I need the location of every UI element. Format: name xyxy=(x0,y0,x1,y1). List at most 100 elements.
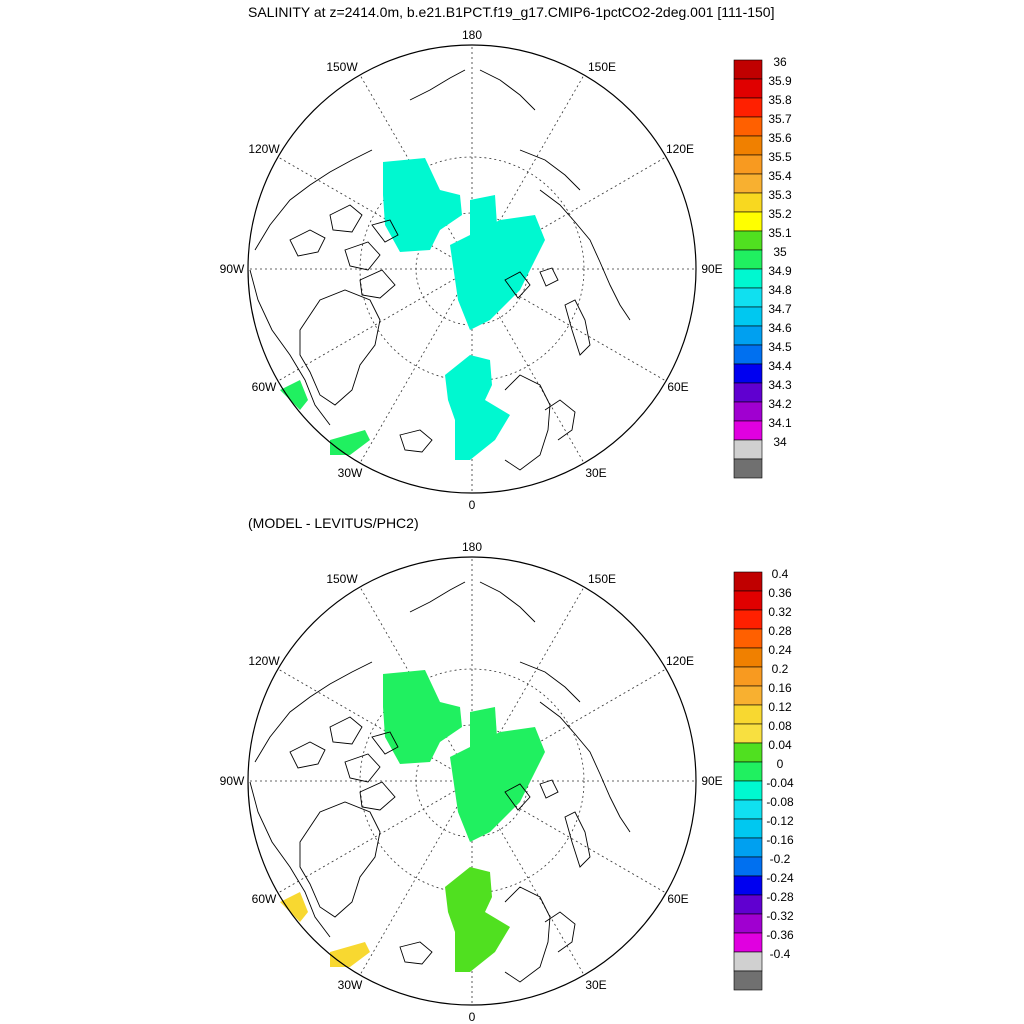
colorbar-tick-label: 35.2 xyxy=(768,207,792,221)
colorbar-swatch xyxy=(733,363,763,384)
coastline xyxy=(329,204,363,233)
colorbar-swatch xyxy=(733,382,763,403)
colorbar-tick-label: -0.4 xyxy=(770,947,791,961)
colorbar-swatch xyxy=(733,249,763,270)
coastline xyxy=(371,219,399,243)
colorbar-swatch xyxy=(733,230,763,251)
coastline xyxy=(504,783,531,811)
coastline xyxy=(249,781,331,938)
longitude-label: 180 xyxy=(462,28,482,42)
colorbar-tick-label: 34.5 xyxy=(768,340,792,354)
coastline xyxy=(254,661,373,763)
colorbar-swatch xyxy=(733,173,763,194)
meridian-line xyxy=(471,668,667,782)
coastline xyxy=(359,269,396,299)
colorbar-tick-label: 0.04 xyxy=(768,738,792,752)
coastline xyxy=(289,741,326,769)
coastline xyxy=(519,661,581,703)
coastline xyxy=(344,753,381,783)
coastline xyxy=(504,271,531,299)
colorbar-swatch xyxy=(733,325,763,346)
colorbar-swatch xyxy=(733,211,763,232)
colorbar-swatch xyxy=(733,799,763,820)
data-region-labrador xyxy=(330,942,370,967)
colorbar-tick-label: -0.08 xyxy=(766,795,794,809)
longitude-label: 150E xyxy=(588,60,616,74)
longitude-label: 30E xyxy=(585,466,606,480)
colorbar-tick-label: 35.9 xyxy=(768,74,792,88)
data-region-arctic xyxy=(450,215,545,330)
colorbar-swatch xyxy=(733,894,763,915)
longitude-label: 90E xyxy=(701,262,722,276)
colorbar-tick-label: 0.4 xyxy=(772,567,789,581)
colorbar-swatch xyxy=(733,875,763,896)
meridian-line xyxy=(471,268,667,382)
colorbar-tick-label: 36 xyxy=(773,55,787,69)
map-border-circle xyxy=(247,44,697,494)
meridian-line xyxy=(471,74,585,270)
longitude-label: 90E xyxy=(701,774,722,788)
colorbar-tick-label: 35.1 xyxy=(768,226,792,240)
colorbar-swatch xyxy=(733,192,763,213)
colorbar-tick-label: 0.16 xyxy=(768,681,792,695)
longitude-label: 120E xyxy=(666,654,694,668)
meridian-line xyxy=(277,156,473,270)
colorbar-tick-label: 34.6 xyxy=(768,321,792,335)
longitude-label: 60E xyxy=(667,380,688,394)
colorbar-tick-label: 34.2 xyxy=(768,397,792,411)
longitude-label: 30W xyxy=(338,978,363,992)
colorbar-tick-label: -0.12 xyxy=(766,814,794,828)
colorbar-swatch xyxy=(733,951,763,972)
longitude-label: 180 xyxy=(462,540,482,554)
data-region-labrador xyxy=(330,430,370,455)
meridian-line xyxy=(471,780,585,976)
longitude-label: 150W xyxy=(326,60,358,74)
colorbar-swatch xyxy=(733,344,763,365)
colorbar-tick-label: 34.8 xyxy=(768,283,792,297)
longitude-label: 60W xyxy=(252,380,277,394)
colorbar-tick-label: 0.24 xyxy=(768,643,792,657)
colorbar-tick-label: 0.2 xyxy=(772,662,789,676)
colorbar-tick-label: 35.8 xyxy=(768,93,792,107)
data-region-labrador xyxy=(280,892,308,922)
colorbar-tick-label: 0.12 xyxy=(768,700,792,714)
data-region-nordic xyxy=(445,867,510,972)
coastline xyxy=(409,69,466,101)
coastline xyxy=(329,716,363,745)
colorbar-tick-label: 34.4 xyxy=(768,359,792,373)
longitude-label: 90W xyxy=(220,262,245,276)
colorbar-swatch xyxy=(733,628,763,649)
colorbar-swatch xyxy=(733,439,763,460)
meridian-line xyxy=(359,268,473,464)
colorbar-tick-label: 0.08 xyxy=(768,719,792,733)
colorbar-swatch xyxy=(733,154,763,175)
colorbar-swatch xyxy=(733,571,763,592)
colorbar-tick-label: 34 xyxy=(773,435,787,449)
colorbar-swatch xyxy=(733,306,763,327)
longitude-label: 120E xyxy=(666,142,694,156)
colorbar-tick-label: -0.04 xyxy=(766,776,794,790)
coastline xyxy=(504,374,551,471)
colorbar-swatch xyxy=(733,59,763,80)
colorbar-swatch xyxy=(733,666,763,687)
data-region-nordic xyxy=(445,355,510,460)
colorbar-swatch xyxy=(733,913,763,934)
longitude-label: 150W xyxy=(326,572,358,586)
colorbar-swatch xyxy=(733,647,763,668)
panel-title-difference: (MODEL - LEVITUS/PHC2) xyxy=(248,515,419,531)
meridian-line xyxy=(471,156,667,270)
colorbar-tick-label: 35 xyxy=(773,245,787,259)
colorbar-swatch xyxy=(733,135,763,156)
colorbar-swatch xyxy=(733,97,763,118)
longitude-label: 60W xyxy=(252,892,277,906)
colorbar-swatch xyxy=(733,704,763,725)
colorbar-tick-label: 34.7 xyxy=(768,302,792,316)
coastline xyxy=(564,811,591,868)
meridian-line xyxy=(277,780,473,894)
colorbar-swatch xyxy=(733,420,763,441)
colorbar-swatch xyxy=(733,685,763,706)
coastline xyxy=(479,69,536,111)
coastline xyxy=(539,701,631,833)
coastline xyxy=(289,229,326,257)
map-border-circle xyxy=(247,556,697,1006)
